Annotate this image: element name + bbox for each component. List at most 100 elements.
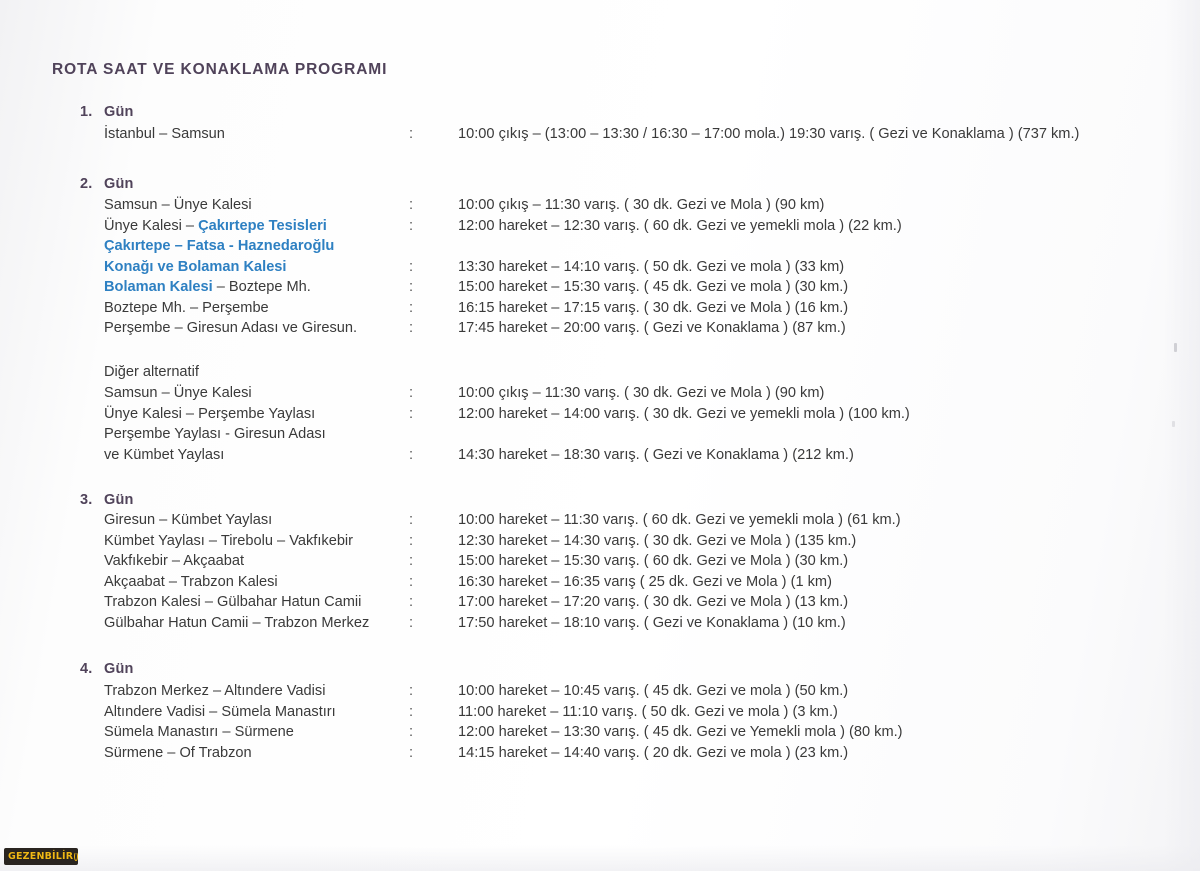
itinerary-row: Vakfıkebir – Akçaabat: 15:00 hareket – 15… <box>0 553 1200 575</box>
itinerary-row: Gülbahar Hatun Camii – Trabzon Merkez: 17… <box>0 615 1200 637</box>
day-label: Gün <box>104 104 134 120</box>
schedule-detail: 11:00 hareket – 11:10 varış. ( 50 dk. Ge… <box>458 703 838 720</box>
day-heading: 3. Gün <box>80 492 134 508</box>
day-heading: 1. Gün <box>80 104 134 120</box>
row-separator-colon: : <box>409 512 414 528</box>
row-separator-colon: : <box>409 573 414 590</box>
row-separator-colon: : <box>409 724 414 740</box>
row-separator-colon: : <box>409 385 414 401</box>
route-label: ve Kümbet Yaylası <box>104 447 224 463</box>
itinerary-row: Samsun – Ünye Kalesi: 10:00 çıkış – 11:30… <box>0 385 1200 407</box>
route-label: Bolaman Kalesi – Boztepe Mh. <box>104 279 311 295</box>
route-segment-plain: Ünye Kalesi – Perşembe Yaylası <box>104 405 316 422</box>
route-label: Akçaabat – Trabzon Kalesi <box>104 574 278 590</box>
itinerary-row: Sümela Manastırı – Sürmene: 12:00 hareket… <box>0 724 1200 746</box>
itinerary-row: Ünye Kalesi – Perşembe Yaylası: 12:00 har… <box>0 406 1200 428</box>
row-separator-colon: : <box>409 703 414 720</box>
day-number: 3. <box>80 492 93 508</box>
itinerary-row: Altındere Vadisi – Sümela Manastırı: 11:0… <box>0 704 1200 726</box>
itinerary-row: Trabzon Merkez – Altındere Vadisi: 10:00 … <box>0 683 1200 705</box>
row-separator-colon: : <box>409 299 414 316</box>
day-heading: 4. Gün <box>80 661 134 677</box>
page-title: ROTA SAAT VE KONAKLAMA PROGRAMI <box>52 61 388 78</box>
route-segment-plain: Sümela Manastırı – Sürmene <box>104 724 294 740</box>
row-separator-colon: : <box>409 405 414 422</box>
schedule-detail: 10:00 çıkış – 11:30 varış. ( 30 dk. Gezi… <box>458 385 825 401</box>
route-label: Konağı ve Bolaman Kalesi <box>104 259 286 275</box>
schedule-detail: 12:00 hareket – 13:30 varış. ( 45 dk. Ge… <box>458 724 903 740</box>
watermark-loop-icon <box>74 852 78 861</box>
row-separator-colon: : <box>409 594 414 610</box>
row-separator-colon: : <box>409 126 414 142</box>
day-number: 4. <box>80 661 93 677</box>
itinerary-row: Kümbet Yaylası – Tirebolu – Vakfıkebir: 1… <box>0 533 1200 555</box>
row-separator-colon: : <box>409 744 414 761</box>
route-label: Gülbahar Hatun Camii – Trabzon Merkez <box>104 615 369 631</box>
route-label: Sürmene – Of Trabzon <box>104 745 252 761</box>
route-label: Çakırtepe – Fatsa - Haznedaroğlu <box>104 238 334 254</box>
scan-artifact-speck <box>1174 343 1177 352</box>
route-segment-plain: Samsun – Ünye Kalesi <box>104 197 252 213</box>
itinerary-row: Konağı ve Bolaman Kalesi: 13:30 hareket –… <box>0 259 1200 281</box>
itinerary-row: Çakırtepe – Fatsa - Haznedaroğlu <box>0 238 1200 260</box>
route-label: Trabzon Kalesi – Gülbahar Hatun Camii <box>104 594 361 610</box>
schedule-detail: 12:00 hareket – 14:00 varış. ( 30 dk. Ge… <box>458 405 910 422</box>
route-segment-plain: Akçaabat – Trabzon Kalesi <box>104 573 278 590</box>
day-label: Gün <box>104 661 134 677</box>
schedule-detail: 12:00 hareket – 12:30 varış. ( 60 dk. Ge… <box>458 217 902 234</box>
row-separator-colon: : <box>409 320 414 336</box>
route-label: Samsun – Ünye Kalesi <box>104 385 252 401</box>
route-segment-plain: Samsun – Ünye Kalesi <box>104 385 252 401</box>
itinerary-row: Boztepe Mh. – Perşembe: 16:15 hareket – 1… <box>0 300 1200 322</box>
route-label: Ünye Kalesi – Perşembe Yaylası <box>104 406 315 422</box>
route-segment-plain: Giresun – Kümbet Yaylası <box>104 512 273 528</box>
route-label: Kümbet Yaylası – Tirebolu – Vakfıkebir <box>104 533 353 549</box>
route-label: Vakfıkebir – Akçaabat <box>104 553 244 569</box>
route-segment-plain: Trabzon Merkez – Altındere Vadisi <box>104 683 326 699</box>
schedule-detail: 17:45 hareket – 20:00 varış. ( Gezi ve K… <box>458 320 846 336</box>
route-label: Sümela Manastırı – Sürmene <box>104 724 294 740</box>
route-segment-highlighted: Konağı ve Bolaman Kalesi <box>104 258 287 275</box>
itinerary-row: Bolaman Kalesi – Boztepe Mh.: 15:00 harek… <box>0 279 1200 301</box>
route-segment-plain: Altındere Vadisi – Sümela Manastırı <box>104 703 336 720</box>
route-segment-plain: Kümbet Yaylası – Tirebolu – Vakfıkebir <box>104 532 354 549</box>
route-segment-highlighted: Bolaman Kalesi <box>104 279 213 295</box>
route-segment-plain: Boztepe Mh. – Perşembe <box>104 299 269 316</box>
row-separator-colon: : <box>409 217 414 234</box>
schedule-detail: 15:00 hareket – 15:30 varış. ( 60 dk. Ge… <box>458 553 849 569</box>
route-label: Samsun – Ünye Kalesi <box>104 197 252 213</box>
route-label: Ünye Kalesi – Çakırtepe Tesisleri <box>104 218 327 234</box>
row-separator-colon: : <box>409 553 414 569</box>
schedule-detail: 15:00 hareket – 15:30 varış. ( 45 dk. Ge… <box>458 279 849 295</box>
route-label: Trabzon Merkez – Altındere Vadisi <box>104 683 325 699</box>
schedule-detail: 10:00 çıkış – 11:30 varış. ( 30 dk. Gezi… <box>458 197 825 213</box>
itinerary-row: ve Kümbet Yaylası: 14:30 hareket – 18:30 … <box>0 447 1200 469</box>
itinerary-row: Giresun – Kümbet Yaylası: 10:00 hareket –… <box>0 512 1200 534</box>
day-number: 1. <box>80 104 93 120</box>
row-separator-colon: : <box>409 279 414 295</box>
scan-artifact-speck <box>1172 421 1175 427</box>
route-segment-plain: İstanbul – Samsun <box>104 126 225 142</box>
scan-edge-shading-bottom <box>0 845 1200 871</box>
route-segment-plain: ve Kümbet Yaylası <box>104 446 225 463</box>
route-segment-plain: Perşembe Yaylası - Giresun Adası <box>104 426 326 442</box>
schedule-detail: 10:00 hareket – 11:30 varış. ( 60 dk. Ge… <box>458 512 901 528</box>
row-separator-colon: : <box>409 532 414 549</box>
itinerary-row: İstanbul – Samsun: 10:00 çıkış – (13:00 –… <box>0 126 1200 148</box>
row-separator-colon: : <box>409 446 414 463</box>
watermark-logo: GEZENBİLİR <box>4 848 78 865</box>
itinerary-row: Samsun – Ünye Kalesi: 10:00 çıkış – 11:30… <box>0 197 1200 219</box>
schedule-detail: 10:00 çıkış – (13:00 – 13:30 / 16:30 – 1… <box>458 126 1080 142</box>
day-number: 2. <box>80 176 93 192</box>
route-label: Altındere Vadisi – Sümela Manastırı <box>104 704 336 720</box>
row-separator-colon: : <box>409 197 414 213</box>
schedule-detail: 14:30 hareket – 18:30 varış. ( Gezi ve K… <box>458 446 854 463</box>
watermark-text: GEZENBİLİR <box>8 851 74 862</box>
schedule-detail: 17:50 hareket – 18:10 varış. ( Gezi ve K… <box>458 614 846 631</box>
itinerary-row: Perşembe Yaylası - Giresun Adası <box>0 426 1200 448</box>
schedule-detail: 10:00 hareket – 10:45 varış. ( 45 dk. Ge… <box>458 683 849 699</box>
route-segment-plain: Vakfıkebir – Akçaabat <box>104 553 245 569</box>
itinerary-row: Trabzon Kalesi – Gülbahar Hatun Camii: 17… <box>0 594 1200 616</box>
route-segment-plain: Gülbahar Hatun Camii – Trabzon Merkez <box>104 614 370 631</box>
